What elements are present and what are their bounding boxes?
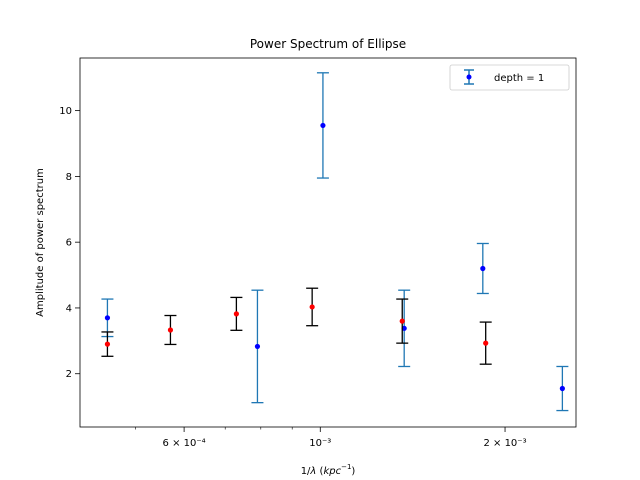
x-tick-label-1: 6 × 10⁻⁴ <box>163 438 206 449</box>
data-point-2-6 <box>483 340 489 346</box>
data-point-1-3 <box>320 122 326 129</box>
x-tick-label-2: 10⁻³ <box>309 438 331 449</box>
chart-title: Power Spectrum of Ellipse <box>250 37 406 51</box>
series-1 <box>101 72 569 412</box>
data-point-1-5 <box>480 265 486 272</box>
data-point-1-4 <box>401 325 407 331</box>
legend-box <box>449 64 570 91</box>
x-axis-ticks: 6 × 10⁻⁴ 10⁻³ 2 × 10⁻³ <box>135 427 527 449</box>
y-tick-label-3: 6 <box>66 238 72 249</box>
y-axis-label: Amplitude of power spectrum <box>35 168 46 317</box>
data-point-2-1 <box>104 341 111 347</box>
y-tick-label-1: 2 <box>66 369 72 380</box>
data-point-1-2 <box>254 343 261 350</box>
data-point-1-6 <box>559 385 565 392</box>
data-layer <box>101 72 569 412</box>
legend-marker <box>466 74 472 80</box>
data-point-2-3 <box>233 311 239 317</box>
legend: depth = 1 <box>449 64 570 91</box>
data-point-1-1 <box>104 315 111 321</box>
data-point-2-5 <box>399 318 405 324</box>
x-tick-label-3: 2 × 10⁻³ <box>483 438 526 449</box>
series-2 <box>101 287 492 365</box>
y-tick-label-4: 8 <box>66 172 72 183</box>
y-tick-label-2: 4 <box>66 303 72 314</box>
data-point-2-4 <box>309 304 315 310</box>
y-tick-label-5: 10 <box>59 106 72 117</box>
data-point-2-2 <box>167 327 174 333</box>
y-axis-ticks: 2 4 6 8 10 <box>59 106 80 380</box>
legend-label: depth = 1 <box>494 73 544 84</box>
